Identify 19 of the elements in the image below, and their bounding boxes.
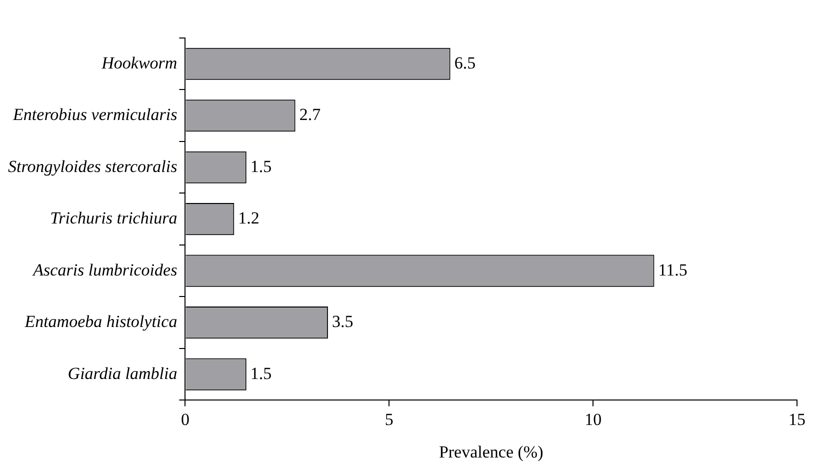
y-tick-label: Strongyloides stercoralis <box>8 156 178 176</box>
y-tick-label: Entamoeba histolytica <box>24 312 178 332</box>
x-tick-label: 15 <box>788 410 806 429</box>
data-label: 1.5 <box>250 156 272 176</box>
data-label: 1.5 <box>250 364 272 383</box>
x-tick-label: 5 <box>384 410 394 429</box>
data-label: 1.2 <box>238 208 260 228</box>
x-tick-label: 0 <box>180 410 190 429</box>
x-axis-title: Prevalence (%) <box>438 442 544 462</box>
y-tick-label: Ascaris lumbricoides <box>32 260 178 280</box>
y-tick-label: Hookworm <box>100 53 178 72</box>
x-tick-label: 10 <box>584 410 602 429</box>
data-label: 11.5 <box>658 260 688 280</box>
data-label: 6.5 <box>454 53 476 72</box>
data-label: 3.5 <box>332 312 354 332</box>
y-tick-label: Giardia lamblia <box>68 364 178 383</box>
y-tick-label: Trichuris trichiura <box>50 208 178 228</box>
y-tick-label: Enterobius vermicularis <box>12 105 178 124</box>
data-label: 2.7 <box>299 105 322 124</box>
